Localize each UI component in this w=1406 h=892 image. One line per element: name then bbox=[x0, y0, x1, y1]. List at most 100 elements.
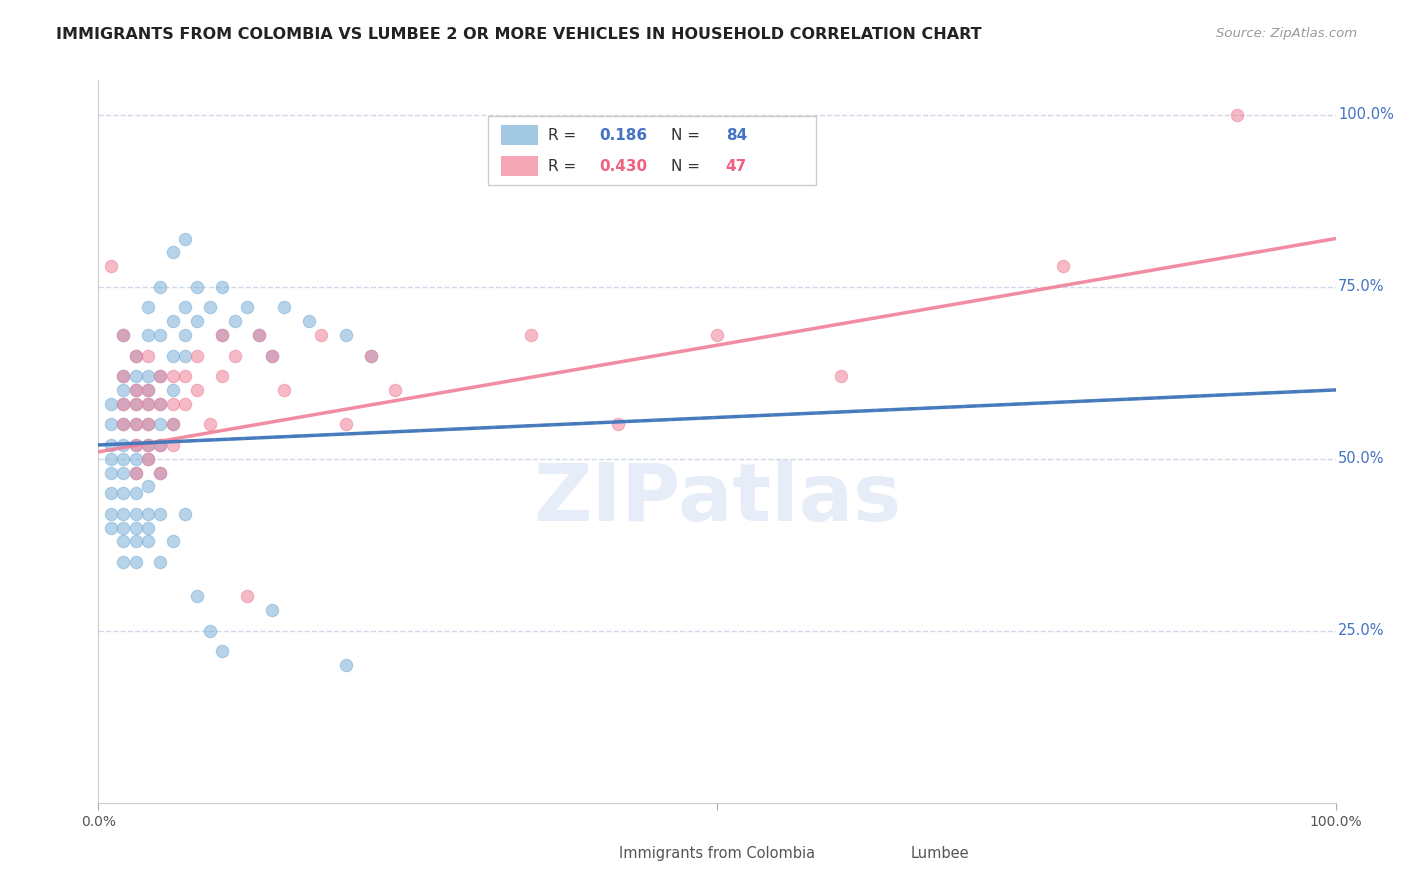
Point bbox=[360, 349, 382, 363]
Point bbox=[112, 369, 135, 384]
Point bbox=[162, 383, 184, 397]
Point bbox=[136, 349, 159, 363]
Point bbox=[174, 231, 197, 245]
Point bbox=[124, 555, 146, 569]
Point bbox=[149, 438, 172, 452]
Point bbox=[124, 451, 146, 466]
Point bbox=[149, 327, 172, 342]
Point bbox=[112, 555, 135, 569]
Point bbox=[124, 417, 146, 432]
Point bbox=[564, 844, 586, 858]
Point bbox=[100, 507, 122, 521]
Point bbox=[830, 369, 852, 384]
FancyBboxPatch shape bbox=[501, 156, 537, 177]
Point bbox=[520, 327, 543, 342]
Text: 0.186: 0.186 bbox=[599, 128, 648, 143]
Point bbox=[136, 369, 159, 384]
Point bbox=[174, 301, 197, 315]
Point bbox=[124, 438, 146, 452]
Point bbox=[136, 397, 159, 411]
Point bbox=[211, 279, 233, 293]
Point bbox=[136, 417, 159, 432]
Point bbox=[112, 327, 135, 342]
Point bbox=[236, 590, 259, 604]
Point bbox=[260, 349, 283, 363]
Point bbox=[186, 590, 208, 604]
Point bbox=[174, 397, 197, 411]
Point bbox=[136, 451, 159, 466]
Point bbox=[149, 555, 172, 569]
Point bbox=[162, 314, 184, 328]
Point bbox=[136, 383, 159, 397]
Point bbox=[112, 534, 135, 549]
Point bbox=[124, 349, 146, 363]
Point bbox=[124, 466, 146, 480]
Point bbox=[100, 451, 122, 466]
Point bbox=[174, 507, 197, 521]
Point bbox=[124, 369, 146, 384]
Point bbox=[112, 327, 135, 342]
Point bbox=[100, 438, 122, 452]
Point bbox=[360, 349, 382, 363]
Point bbox=[149, 438, 172, 452]
Point bbox=[124, 349, 146, 363]
Point bbox=[136, 438, 159, 452]
Point bbox=[273, 301, 295, 315]
FancyBboxPatch shape bbox=[488, 117, 815, 185]
Point bbox=[136, 438, 159, 452]
Point bbox=[211, 327, 233, 342]
Point bbox=[136, 383, 159, 397]
Point bbox=[162, 417, 184, 432]
Point bbox=[174, 369, 197, 384]
Point bbox=[224, 314, 246, 328]
FancyBboxPatch shape bbox=[501, 125, 537, 145]
Point bbox=[186, 314, 208, 328]
Text: 0.430: 0.430 bbox=[599, 159, 648, 174]
Point bbox=[247, 327, 270, 342]
Point bbox=[149, 369, 172, 384]
Point bbox=[149, 417, 172, 432]
Text: R =: R = bbox=[547, 128, 581, 143]
Point bbox=[162, 369, 184, 384]
Text: 50.0%: 50.0% bbox=[1339, 451, 1385, 467]
Point bbox=[298, 314, 321, 328]
Point bbox=[136, 327, 159, 342]
Point bbox=[149, 466, 172, 480]
Point bbox=[100, 259, 122, 273]
Point bbox=[198, 417, 221, 432]
Point bbox=[124, 383, 146, 397]
Point bbox=[112, 438, 135, 452]
Point bbox=[162, 534, 184, 549]
Point bbox=[211, 644, 233, 658]
Point bbox=[136, 301, 159, 315]
Point bbox=[186, 349, 208, 363]
Point bbox=[124, 383, 146, 397]
Point bbox=[124, 417, 146, 432]
Point bbox=[186, 383, 208, 397]
Point bbox=[273, 383, 295, 397]
Point bbox=[136, 520, 159, 534]
Point bbox=[100, 486, 122, 500]
Point bbox=[112, 417, 135, 432]
Point bbox=[149, 369, 172, 384]
Point bbox=[149, 466, 172, 480]
Point bbox=[124, 438, 146, 452]
Point bbox=[198, 624, 221, 638]
Text: 100.0%: 100.0% bbox=[1339, 107, 1395, 122]
Point bbox=[124, 520, 146, 534]
Point bbox=[112, 383, 135, 397]
Point bbox=[112, 417, 135, 432]
Text: 47: 47 bbox=[725, 159, 747, 174]
Text: 25.0%: 25.0% bbox=[1339, 624, 1385, 639]
Point bbox=[112, 369, 135, 384]
Point bbox=[112, 486, 135, 500]
Point bbox=[100, 397, 122, 411]
Point bbox=[112, 451, 135, 466]
Text: Immigrants from Colombia: Immigrants from Colombia bbox=[619, 846, 815, 861]
Point bbox=[384, 383, 406, 397]
Point bbox=[260, 349, 283, 363]
Point bbox=[260, 603, 283, 617]
Point bbox=[162, 417, 184, 432]
Point bbox=[224, 349, 246, 363]
Point bbox=[335, 417, 357, 432]
